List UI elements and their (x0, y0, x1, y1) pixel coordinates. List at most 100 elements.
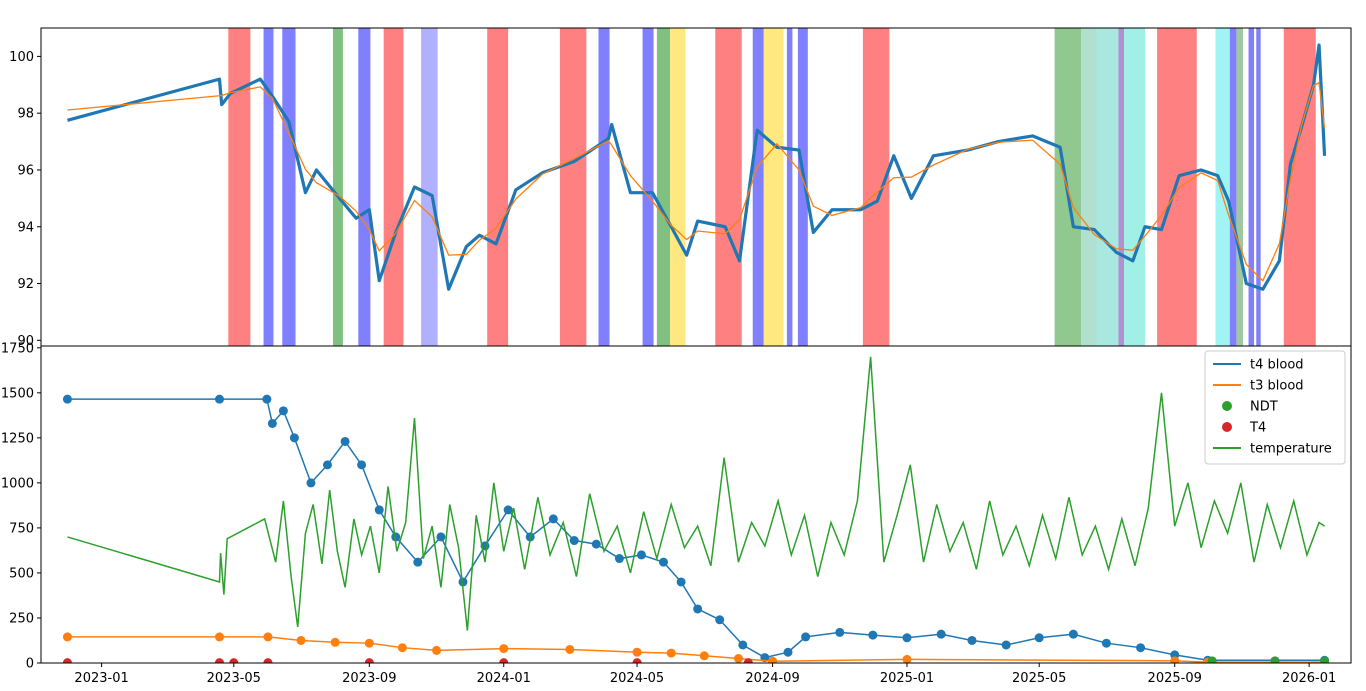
series-point-t3-blood (1170, 656, 1180, 663)
top-y-tick-label: 96 (17, 163, 34, 178)
x-tick-label: 2025-09 (1148, 671, 1202, 686)
bottom-y-tick-label: 1250 (1, 431, 34, 446)
top-series-line-0 (67, 43, 1327, 291)
legend-swatch-T4 (1222, 422, 1232, 432)
shaded-band-2 (282, 28, 296, 346)
series-point-t4-blood (868, 630, 878, 640)
series-point-t3-blood (432, 645, 442, 655)
bottom-y-tick-label: 1000 (1, 476, 34, 491)
series-point-t4-blood (322, 460, 332, 470)
x-tick-label: 2024-05 (610, 671, 664, 686)
series-point-t4-blood (357, 460, 367, 470)
series-point-t3-blood (902, 654, 912, 663)
series-point-t3-blood (499, 644, 509, 654)
shaded-band-10 (642, 28, 654, 346)
top-y-tick-label: 92 (17, 277, 34, 292)
series-point-t3-blood (768, 656, 778, 663)
x-tick-label: 2024-09 (745, 671, 799, 686)
series-point-t3-blood (666, 648, 676, 658)
legend-label-t4-blood: t4 blood (1250, 358, 1304, 373)
series-point-t4-blood (658, 557, 668, 567)
series-point-t4-blood (1068, 629, 1078, 639)
x-tick-label: 2023-09 (342, 671, 396, 686)
series-point-t4-blood (62, 394, 72, 404)
series-point-t4-blood (693, 604, 703, 614)
x-tick-label: 2026-01 (1282, 671, 1336, 686)
series-point-NDT (1270, 656, 1280, 663)
series-point-t3-blood (62, 632, 72, 642)
series-line-temperature (67, 356, 1325, 631)
shaded-band-8 (559, 28, 587, 346)
series-point-T4 (632, 658, 642, 663)
series-point-t4-blood (436, 532, 446, 542)
legend-label-NDT: NDT (1250, 400, 1278, 415)
shaded-band-5 (383, 28, 404, 346)
shaded-band-16 (786, 28, 793, 346)
shaded-band-11 (656, 28, 671, 346)
shaded-band-0 (228, 28, 251, 346)
bottom-y-tick-label: 1750 (1, 341, 34, 356)
top-y-tick-label: 94 (17, 220, 34, 235)
series-point-t3-blood (632, 647, 642, 657)
series-point-t3-blood (733, 653, 743, 663)
series-point-t4-blood (783, 647, 793, 657)
series-point-T4 (229, 658, 239, 663)
series-point-t4-blood (715, 615, 725, 625)
top-y-ticks: 90 92 94 96 98 100 (9, 50, 41, 349)
shaded-band-29 (1256, 28, 1261, 346)
legend-label-t3-blood: t3 blood (1250, 379, 1304, 394)
shaded-band-17 (797, 28, 808, 346)
series-point-t4-blood (340, 436, 350, 446)
series-point-NDT (1207, 656, 1217, 663)
legend-box (1204, 350, 1346, 465)
series-point-t3-blood (699, 651, 709, 661)
series-point-T4 (743, 658, 753, 663)
series-point-t4-blood (278, 406, 288, 416)
shaded-band-9 (598, 28, 610, 346)
top-series-smoothed-0 (67, 81, 1326, 282)
series-point-t4-blood (391, 532, 401, 542)
bottom-y-tick-label: 500 (9, 566, 34, 581)
shaded-band-20 (1081, 28, 1097, 346)
bottom-y-tick-label: 750 (9, 521, 34, 536)
bottom-y-ticks: 0 250 500 750 1000 1250 1500 1750 (1, 341, 41, 672)
series-point-t4-blood (289, 433, 299, 443)
series-point-t4-blood (262, 394, 272, 404)
series-point-t4-blood (801, 632, 811, 642)
shaded-band-27 (1236, 28, 1244, 346)
series-point-t3-blood (330, 637, 340, 647)
top-y-tick-label: 90 (17, 334, 34, 349)
series-point-t4-blood (738, 640, 748, 650)
top-series (67, 43, 1327, 291)
x-tick-label: 2023-05 (207, 671, 261, 686)
series-point-T4 (499, 658, 509, 663)
x-tick-label: 2025-01 (880, 671, 934, 686)
series-point-t3-blood (214, 632, 224, 642)
series-point-t4-blood (374, 505, 384, 515)
top-y-tick-label: 100 (9, 50, 34, 65)
shaded-band-6 (421, 28, 438, 346)
series-point-t3-blood (296, 635, 306, 645)
shaded-band-15 (763, 28, 784, 346)
shaded-band-7 (487, 28, 509, 346)
bottom-series (62, 356, 1330, 663)
bottom-y-tick-label: 1500 (1, 386, 34, 401)
shaded-band-4 (358, 28, 371, 346)
top-shaded-bands (228, 28, 1316, 346)
shaded-band-3 (332, 28, 343, 346)
series-point-t4-blood (1001, 640, 1011, 650)
shaded-band-14 (752, 28, 764, 346)
top-axes: 90 92 94 96 98 100 (9, 27, 1352, 349)
bottom-x-ticks: 2023-01 2023-05 2023-09 2024-01 2024-05 2024-… (74, 663, 1336, 686)
series-point-t3-blood (263, 632, 273, 642)
series-point-t4-blood (1034, 633, 1044, 643)
series-point-t3-blood (397, 643, 407, 653)
x-tick-label: 2024-01 (477, 671, 531, 686)
series-point-T4 (263, 658, 273, 663)
series-point-t4-blood (936, 629, 946, 639)
series-point-t3-blood (364, 638, 374, 648)
series-point-t4-blood (548, 514, 558, 524)
series-point-t4-blood (267, 418, 277, 428)
series-point-t4-blood (458, 577, 468, 587)
